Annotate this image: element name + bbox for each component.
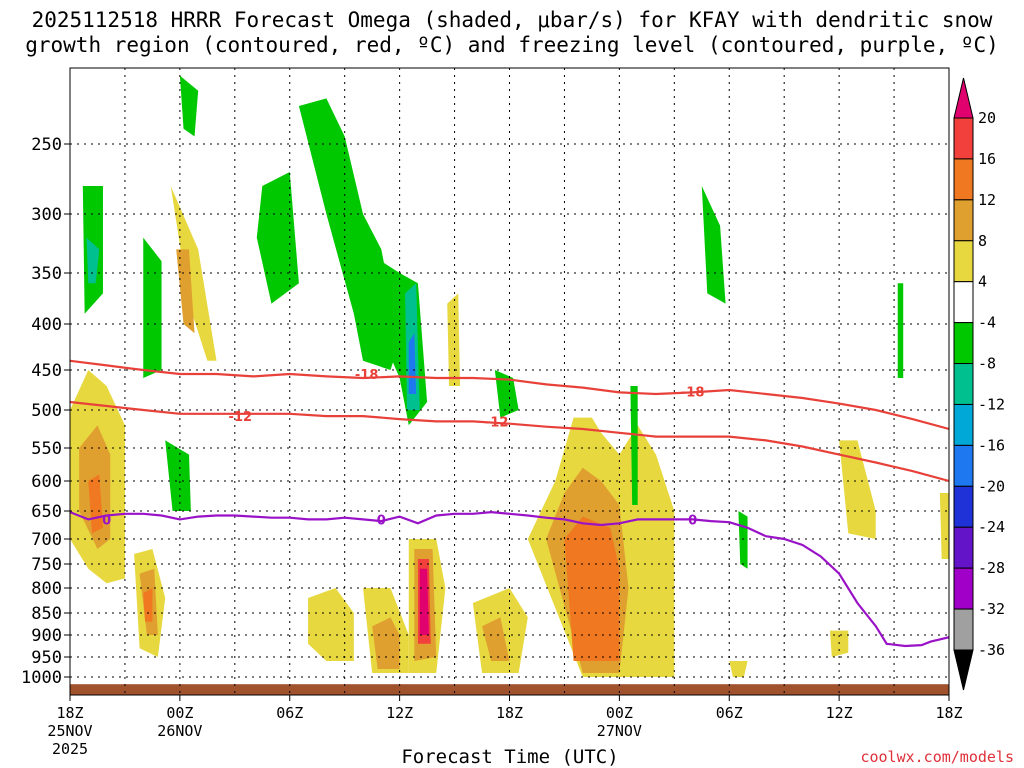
contour-label: -12	[485, 415, 509, 430]
x-tick-label: 18Z	[496, 704, 523, 722]
colorbar-label: 4	[978, 273, 987, 291]
omega-region-8	[143, 237, 162, 378]
omega-region-28	[482, 617, 510, 661]
omega-region-18	[494, 370, 519, 418]
colorbar-label: -4	[978, 314, 996, 332]
source-credit[interactable]: coolwx.com/models	[860, 748, 1014, 766]
omega-region-5	[143, 588, 153, 622]
contour-label: -12	[229, 410, 253, 425]
colorbar-segment	[953, 485, 974, 528]
colorbar-label: 8	[978, 232, 987, 250]
omega-region-33	[701, 186, 726, 304]
colorbar-bottom-arrow	[953, 649, 974, 691]
colorbar-label: -36	[978, 641, 1005, 659]
colorbar-label: -8	[978, 355, 996, 373]
x-tick-label: 00Z	[166, 704, 193, 722]
omega-region-17	[408, 333, 417, 394]
contour-label: -18	[355, 368, 379, 383]
contour-label: -18	[681, 386, 705, 401]
colorbar-segment	[953, 444, 974, 487]
colorbar: 20 16 12 8 4 -4 -8 -12 -16 -20 -24 -28 -32 -36	[953, 77, 1005, 691]
omega-region-19	[447, 293, 461, 386]
x-tick-date: 25NOV	[47, 722, 92, 740]
omega-region-20	[308, 588, 354, 661]
x-tick-label: 00Z	[606, 704, 633, 722]
y-tick-label: 350	[31, 264, 62, 284]
y-tick-label: 600	[31, 472, 62, 492]
x-tick-date: 26NOV	[157, 722, 202, 740]
colorbar-segment	[953, 567, 974, 610]
omega-region-7	[86, 237, 100, 284]
y-tick-label: 1000	[21, 668, 62, 688]
colorbar-segment	[953, 403, 974, 446]
y-tick-label: 800	[31, 579, 62, 599]
colorbar-label: 20	[978, 109, 996, 127]
y-tick-label: 500	[31, 401, 62, 421]
y-tick-label: 300	[31, 205, 62, 225]
omega-region-9	[170, 186, 217, 361]
colorbar-label: -28	[978, 559, 1005, 577]
y-tick-label: 750	[31, 555, 62, 575]
y-tick-label: 400	[31, 315, 62, 335]
omega-region-10	[176, 249, 195, 334]
y-tick-label: 250	[31, 135, 62, 155]
contour-dendritic-bottom	[70, 400, 949, 483]
colorbar-segment	[953, 608, 974, 651]
colorbar-label: -12	[978, 395, 1005, 413]
x-tick-year: 2025	[52, 740, 88, 758]
colorbar-segment	[953, 363, 974, 405]
colorbar-top-arrow	[953, 77, 974, 119]
x-tick-label: 18Z	[935, 704, 962, 722]
colorbar-label: 12	[978, 191, 996, 209]
colorbar-segment	[953, 158, 974, 201]
colorbar-segment	[953, 117, 974, 160]
x-axis-label: Forecast Time (UTC)	[401, 746, 619, 768]
colorbar-label: 16	[978, 150, 996, 168]
y-tick-label: 900	[31, 626, 62, 646]
omega-region-26	[419, 568, 429, 635]
y-tick-label: 850	[31, 604, 62, 624]
x-tick-label: 12Z	[826, 704, 853, 722]
omega-region-13	[256, 172, 299, 304]
colorbar-label: -20	[978, 477, 1005, 495]
omega-region-11	[179, 75, 199, 137]
colorbar-label: -16	[978, 436, 1005, 454]
colorbar-segment	[953, 281, 974, 324]
x-tick-date: 27NOV	[597, 722, 642, 740]
colorbar-segment	[953, 526, 974, 569]
chart-title-line1: 2025112518 HRRR Forecast Omega (shaded, …	[31, 8, 993, 32]
colorbar-segment	[953, 240, 974, 283]
x-tick-label: 06Z	[716, 704, 743, 722]
y-tick-label: 550	[31, 439, 62, 459]
omega-region-32	[630, 386, 638, 505]
colorbar-label: -32	[978, 600, 1005, 618]
x-tick-label: 06Z	[276, 704, 303, 722]
ground-surface	[70, 684, 949, 695]
contour-label: 0	[377, 513, 386, 528]
y-tick-label: 950	[31, 648, 62, 668]
colorbar-segment	[953, 322, 974, 365]
contour-label: 0	[688, 513, 697, 528]
chart-title-line2: growth region (contoured, red, ºC) and f…	[25, 33, 999, 57]
colorbar-label: -24	[978, 518, 1005, 536]
omega-region-37	[897, 283, 904, 378]
omega-region-22	[372, 617, 400, 669]
omega-region-38	[939, 493, 949, 559]
x-tick-label: 12Z	[386, 704, 413, 722]
y-tick-label: 450	[31, 361, 62, 381]
omega-region-34	[738, 511, 748, 569]
omega-region-35	[839, 440, 876, 539]
colorbar-segment	[953, 199, 974, 242]
omega-region-31	[564, 516, 620, 661]
y-tick-label: 700	[31, 530, 62, 550]
omega-region-39	[729, 661, 748, 677]
y-tick-label: 650	[31, 502, 62, 522]
omega-region-12	[165, 440, 191, 511]
contour-freezing-level	[70, 510, 949, 648]
contour-label: 0	[102, 513, 111, 528]
contour-dendritic-top	[70, 359, 949, 431]
x-tick-label: 18Z	[56, 704, 83, 722]
